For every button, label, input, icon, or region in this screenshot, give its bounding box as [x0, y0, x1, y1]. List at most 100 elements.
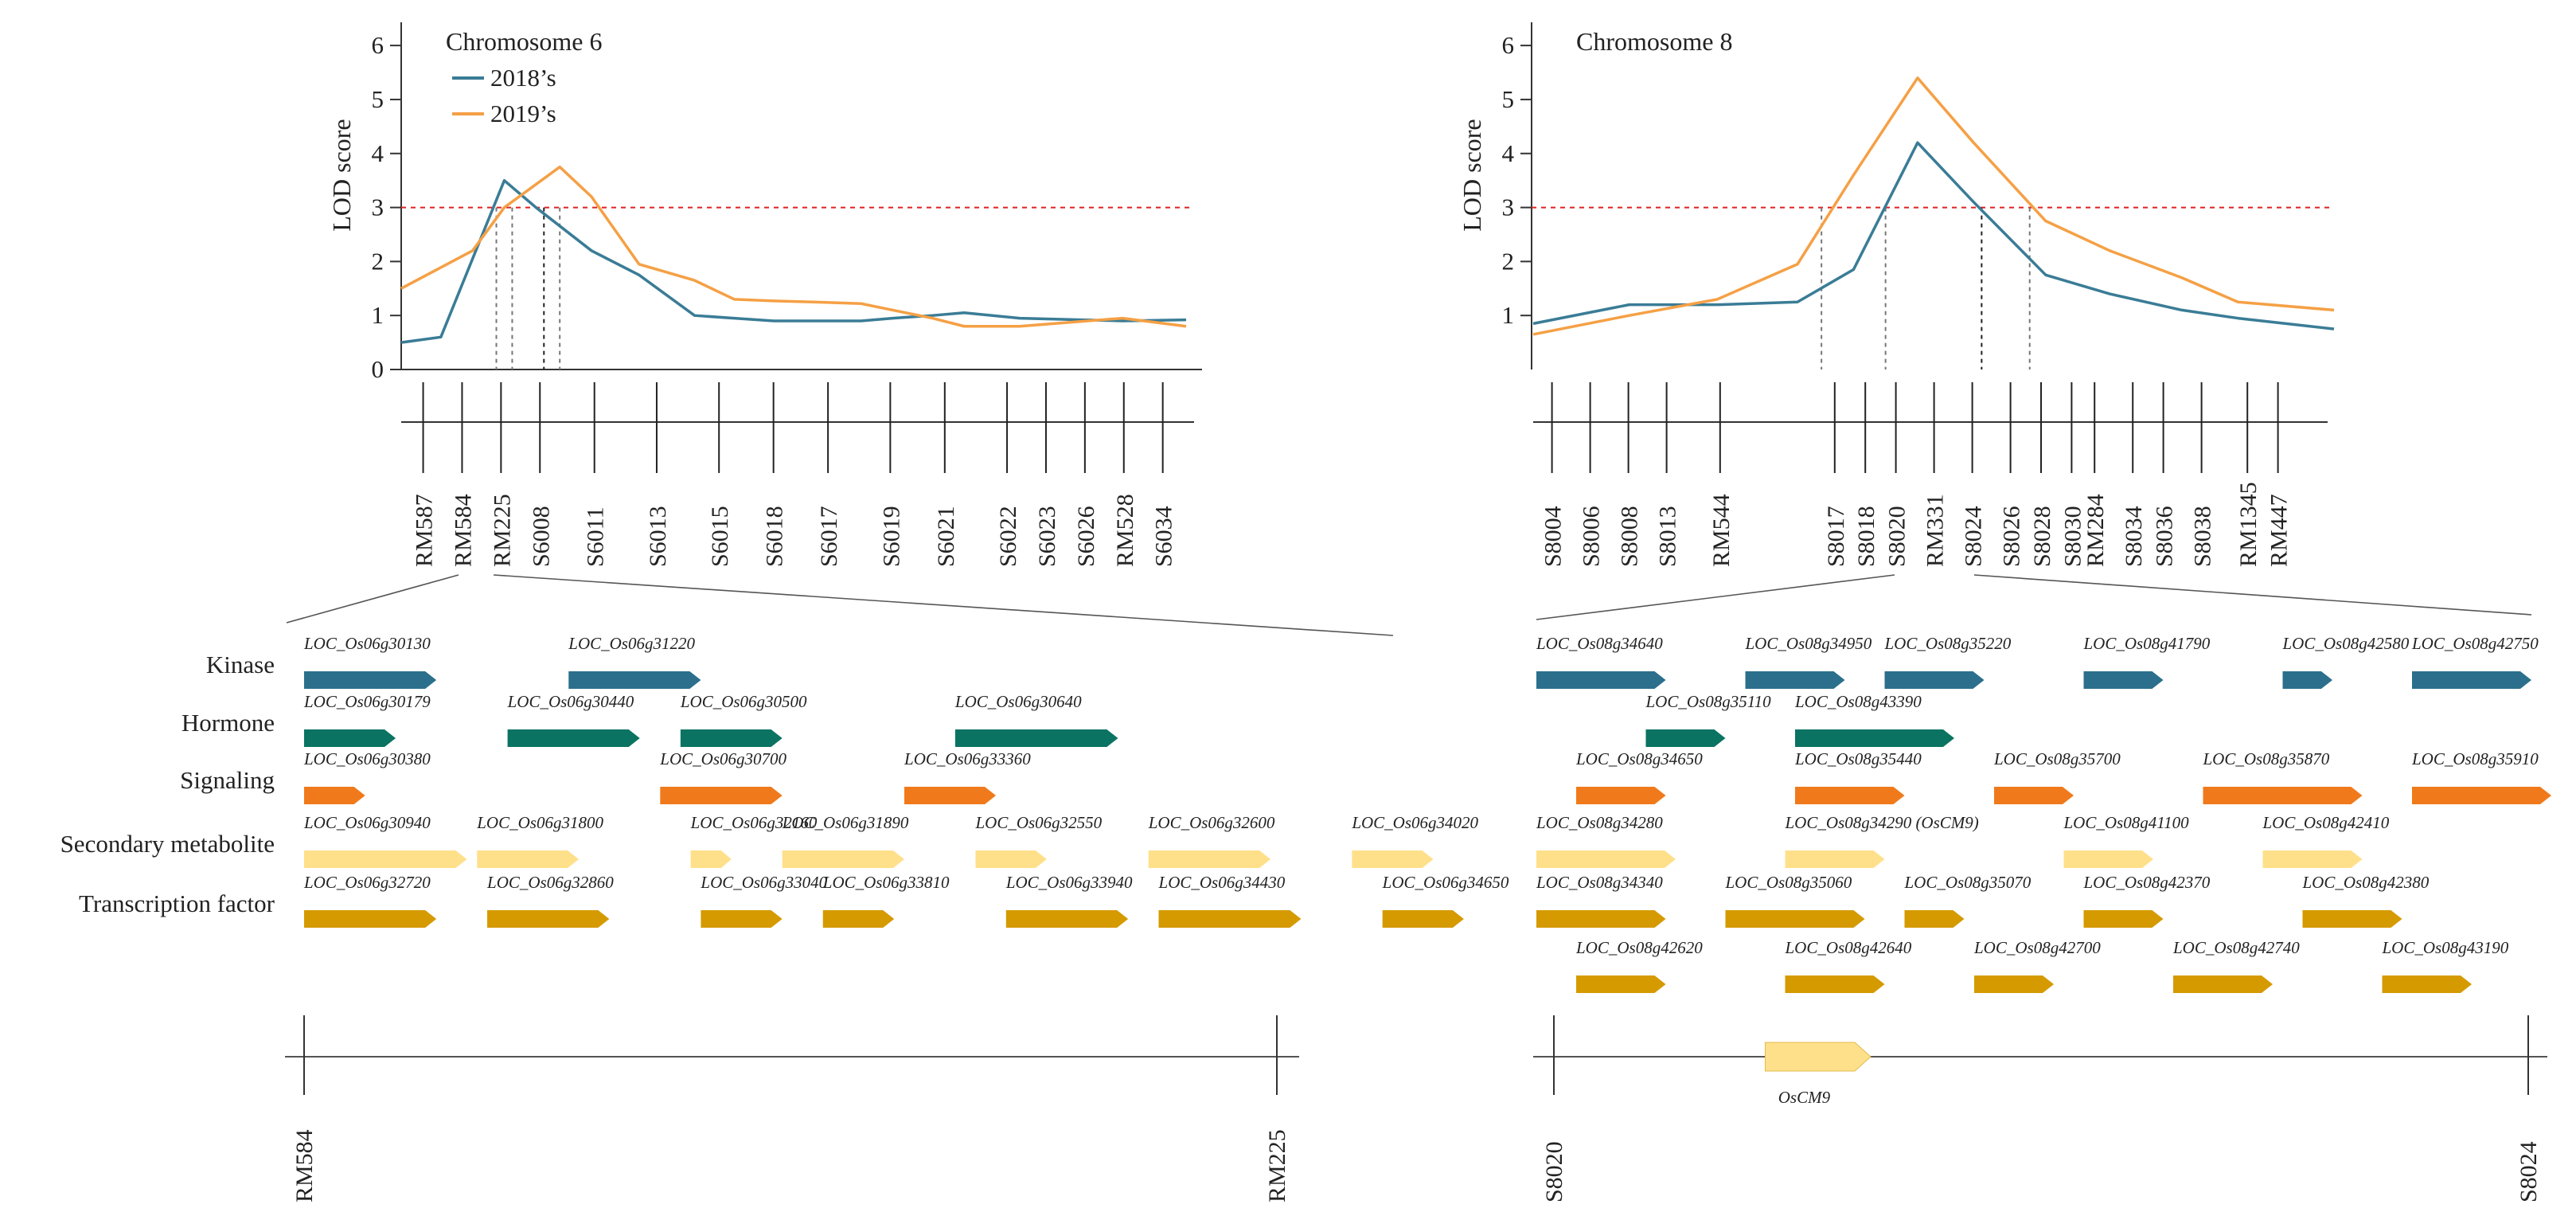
gene-arrow — [660, 787, 783, 804]
gene-arrow — [904, 787, 997, 804]
gene-arrow — [1158, 910, 1302, 928]
y-tick-label: 2 — [1502, 247, 1515, 275]
marker-label: S6013 — [645, 506, 671, 567]
category-label: Secondary metabolite — [60, 830, 275, 858]
y-tick-label: 0 — [372, 355, 384, 383]
y-tick-label: 2 — [372, 247, 384, 275]
zoom-connectors — [286, 574, 2532, 636]
gene-label: LOC_Os06g31800 — [476, 813, 603, 832]
gene-label: LOC_Os06g30179 — [303, 692, 431, 711]
gene-label: LOC_Os08g34650 — [1575, 749, 1703, 768]
gene-label: LOC_Os08g42380 — [2302, 873, 2430, 892]
marker-label: S8013 — [1655, 506, 1681, 567]
gene-label: LOC_Os08g43390 — [1794, 692, 1922, 711]
marker-label: S8018 — [1853, 506, 1879, 567]
gene-label: LOC_Os08g34640 — [1536, 634, 1663, 653]
gene-arrow — [2083, 910, 2164, 928]
marker-label: S8036 — [2152, 506, 2178, 567]
gene-arrow — [975, 850, 1047, 868]
gene-arrow — [304, 729, 396, 747]
gene-label: LOC_Os06g32860 — [486, 873, 614, 892]
gene-label: LOC_Os08g34950 — [1745, 634, 1872, 653]
gene-arrow — [304, 787, 365, 804]
gene-label: LOC_Os08g34340 — [1536, 873, 1663, 892]
gene-arrow — [1352, 850, 1434, 868]
series-line-2019 — [400, 165, 1187, 328]
gene-arrow — [1745, 671, 1845, 689]
gene-arrow — [2382, 975, 2472, 993]
gene-arrow — [1795, 729, 1954, 747]
gene-label: LOC_Os08g42750 — [2411, 634, 2539, 653]
marker-label: S8020 — [1884, 506, 1911, 567]
gene-arrow — [2203, 787, 2363, 804]
marker-label: S8030 — [2059, 506, 2086, 567]
gene-label: LOC_Os06g30640 — [954, 692, 1082, 711]
chromosome-8-gene-panel: LOC_Os08g34640 LOC_Os08g34950 LOC_Os08g352… — [1536, 634, 2551, 993]
gene-arrow — [487, 910, 610, 928]
gene-label: LOC_Os06g31890 — [782, 813, 909, 832]
gene-label: LOC_Os08g35220 — [1884, 634, 2012, 653]
gene-arrow — [1974, 975, 2054, 993]
gene-label: LOC_Os06g33360 — [904, 749, 1031, 768]
gene-label: LOC_Os06g30380 — [303, 749, 431, 768]
gene-label: LOC_Os06g33810 — [822, 873, 950, 892]
gene-arrow — [1904, 910, 1965, 928]
gene-label: LOC_Os06g34430 — [1158, 873, 1286, 892]
marker-label: RM1345 — [2235, 482, 2262, 567]
gene-arrow — [1148, 850, 1271, 868]
y-tick-label: 4 — [1502, 139, 1515, 167]
marker-label: S6021 — [933, 506, 959, 567]
gene-arrow — [507, 729, 640, 747]
marker-label: S8006 — [1579, 506, 1605, 567]
gene-label: LOC_Os06g32550 — [974, 813, 1102, 832]
gene-arrow — [1645, 729, 1726, 747]
gene-label: LOC_Os06g30940 — [303, 813, 431, 832]
marker-label: RM584 — [450, 494, 476, 567]
y-tick-label: 3 — [372, 194, 384, 221]
gene-arrow — [782, 850, 905, 868]
marker-label: S8026 — [1999, 506, 2025, 567]
gene-label: LOC_Os06g31220 — [568, 634, 695, 653]
gene-arrow — [1795, 787, 1905, 804]
gene-label: LOC_Os06g30130 — [303, 634, 431, 653]
gene-arrow — [1536, 910, 1666, 928]
gene-arrow — [701, 910, 783, 928]
gene-label: LOC_Os06g34650 — [1382, 873, 1509, 892]
legend-2018: 2018’s — [490, 64, 556, 92]
gene-label: LOC_Os06g33940 — [1005, 873, 1133, 892]
y-tick-label: 4 — [372, 139, 384, 167]
gene-arrow — [2412, 671, 2531, 689]
gene-label: LOC_Os06g32720 — [303, 873, 431, 892]
gene-arrow — [2302, 910, 2402, 928]
marker-label: S6015 — [707, 506, 733, 567]
interval-left-marker: S8020 — [1541, 1141, 1567, 1202]
gene-arrow — [304, 671, 437, 689]
gene-arrow — [2063, 850, 2153, 868]
series-line-2018 — [1532, 141, 2335, 330]
gene-label: LOC_Os08g35870 — [2203, 749, 2330, 768]
chromosome-6-y-axis-label: LOD score — [327, 119, 356, 231]
gene-label: LOC_Os08g42640 — [1785, 938, 1912, 957]
marker-label: S6008 — [528, 506, 554, 567]
gene-label: LOC_Os06g32600 — [1148, 813, 1275, 832]
gene-arrow — [954, 729, 1118, 747]
gene-label: LOC_Os08g43190 — [2382, 938, 2509, 957]
gene-label: LOC_Os08g41790 — [2083, 634, 2211, 653]
interval-right-marker: S8024 — [2516, 1141, 2542, 1202]
gene-arrow — [1785, 850, 1885, 868]
marker-label: S6023 — [1034, 506, 1060, 567]
y-tick-label: 1 — [372, 301, 384, 329]
gene-arrow — [2173, 975, 2273, 993]
series-line-2019 — [1532, 76, 2335, 336]
marker-label: S6017 — [816, 506, 842, 567]
marker-label: RM528 — [1112, 494, 1138, 567]
y-tick-label: 6 — [1502, 31, 1515, 59]
marker-label: S8034 — [2121, 506, 2147, 567]
gene-label: LOC_Os06g30440 — [507, 692, 634, 711]
gene-arrow — [2412, 787, 2551, 804]
gene-label: LOC_Os08g35110 — [1645, 692, 1772, 711]
gene-label: LOC_Os08g34280 — [1536, 813, 1663, 832]
gene-arrow — [1576, 787, 1666, 804]
marker-label: S8028 — [2029, 506, 2055, 567]
gene-arrow — [1536, 671, 1666, 689]
